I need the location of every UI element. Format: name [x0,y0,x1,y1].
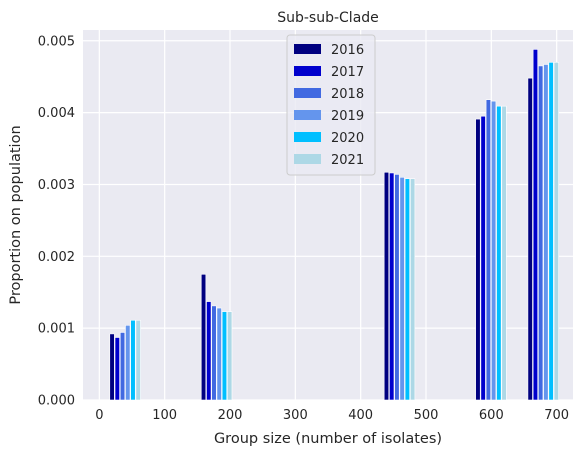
bar-2020-3 [405,179,410,400]
bar-2016-3 [384,172,389,400]
legend-swatch-2016 [294,44,321,54]
bar-2017-2 [206,302,211,400]
bar-2017-5 [533,49,538,400]
x-tick-label: 300 [283,408,308,423]
bar-2021-1 [136,320,141,400]
y-axis-label: Proportion on population [8,125,24,304]
legend-swatch-2017 [294,66,321,76]
bar-2020-4 [497,106,502,400]
x-tick-label: 100 [152,408,177,423]
bar-2019-5 [544,64,549,400]
bar-2021-4 [502,106,507,400]
bar-2016-5 [528,78,533,400]
bar-2016-1 [110,334,115,400]
y-tick-label: 0.000 [38,394,75,409]
x-tick-labels: 0 100 200 300 400 500 600 700 [95,408,569,423]
bar-2017-4 [481,116,486,400]
bar-2021-5 [554,62,559,400]
y-tick-label: 0.004 [38,106,75,121]
bar-2017-3 [389,173,394,400]
bar-2021-2 [227,312,232,400]
y-tick-label: 0.002 [38,250,75,265]
bar-2018-5 [538,66,543,400]
x-tick-label: 500 [414,408,439,423]
bar-2016-4 [476,119,481,400]
bar-2019-1 [125,325,130,400]
bar-2020-2 [222,312,227,400]
bar-2017-1 [115,337,120,400]
bar-2020-1 [131,320,136,400]
bar-2018-2 [212,306,217,400]
x-tick-label: 200 [218,408,243,423]
legend-swatch-2019 [294,110,321,120]
x-axis-label: Group size (number of isolates) [214,431,442,447]
y-tick-label: 0.001 [38,322,75,337]
x-tick-label: 600 [479,408,504,423]
bar-2020-5 [549,62,554,400]
bar-2019-4 [491,101,496,400]
legend-label-2018: 2018 [331,87,364,102]
bar-2016-2 [201,274,206,400]
legend-label-2016: 2016 [331,43,364,58]
legend: 2016 2017 2018 2019 2020 2021 [287,35,375,175]
x-tick-label: 700 [544,408,569,423]
x-tick-label: 0 [95,408,103,423]
x-tick-label: 400 [348,408,373,423]
bar-2018-3 [395,174,400,400]
bar-2019-2 [217,308,222,400]
legend-label-2021: 2021 [331,153,364,168]
legend-swatch-2020 [294,132,321,142]
legend-label-2019: 2019 [331,109,364,124]
legend-label-2017: 2017 [331,65,364,80]
bar-2019-3 [400,177,405,400]
legend-label-2020: 2020 [331,131,364,146]
legend-swatch-2021 [294,154,321,164]
y-tick-label: 0.005 [38,34,75,49]
chart-title: Sub-sub-Clade [277,10,379,26]
y-tick-label: 0.003 [38,178,75,193]
bar-2021-3 [410,179,415,400]
legend-swatch-2018 [294,88,321,98]
bar-2018-4 [486,100,491,400]
y-tick-labels: 0.000 0.001 0.002 0.003 0.004 0.005 [38,34,75,408]
bar-2018-1 [120,332,125,400]
